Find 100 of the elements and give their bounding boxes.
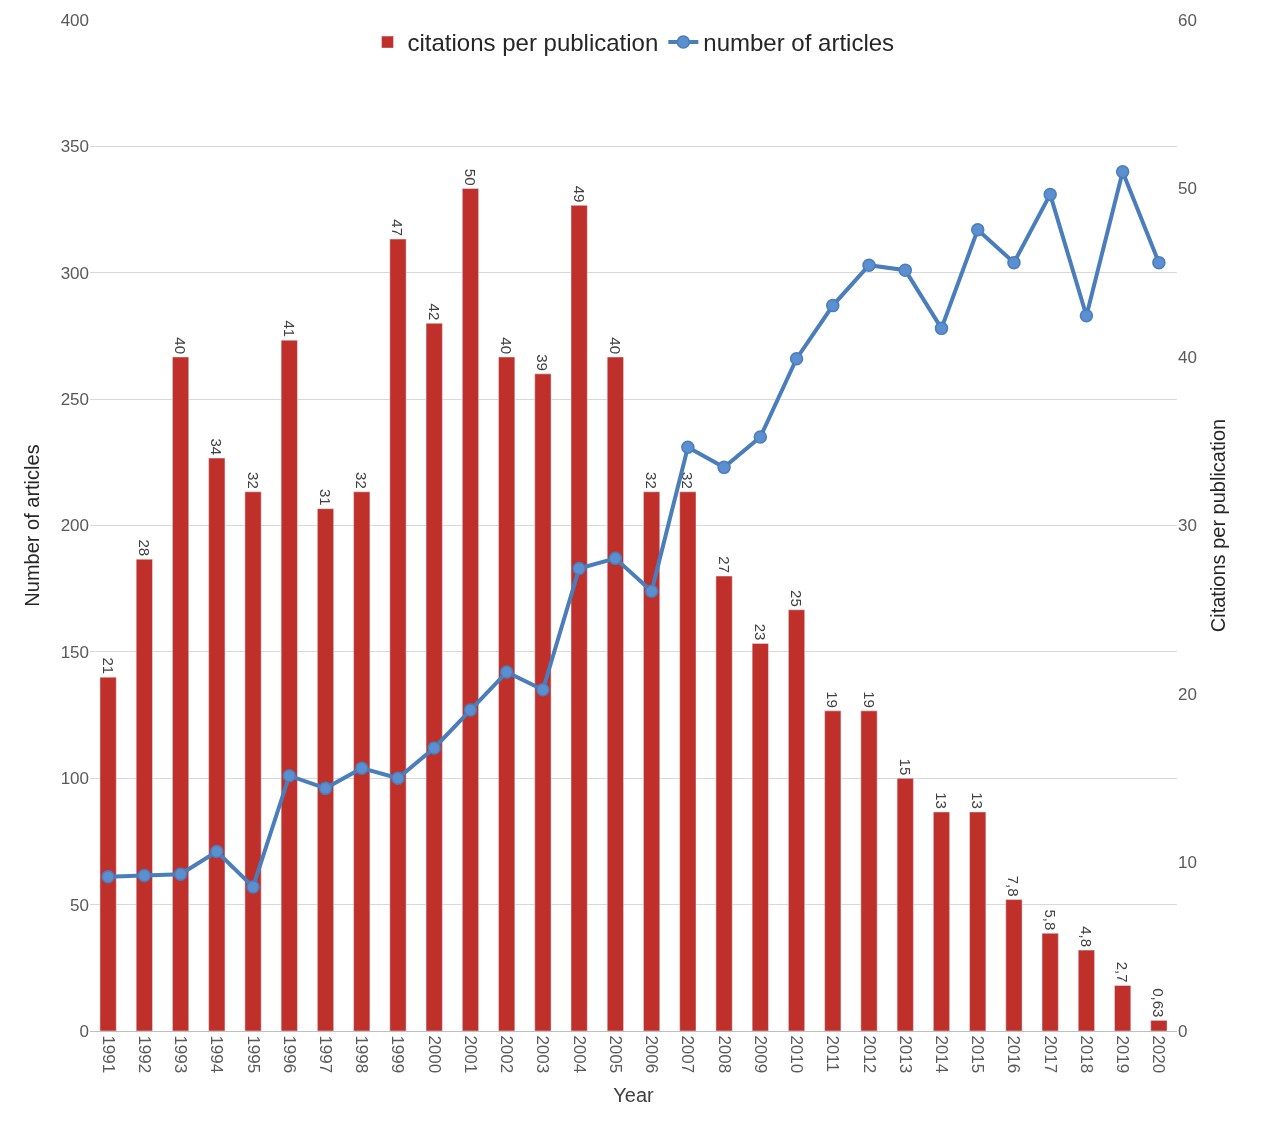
bar (1150, 1020, 1168, 1031)
data-label: 4,8 (1077, 926, 1095, 948)
x-tick-label: 2016 (1004, 1035, 1024, 1074)
bar (280, 339, 298, 1031)
data-label: 7,8 (1005, 875, 1023, 897)
y-axis-title: Number of articles (21, 444, 44, 607)
x-tick-label: 2001 (460, 1035, 480, 1074)
data-label: 15 (896, 758, 914, 776)
bar (933, 811, 950, 1031)
bar (679, 491, 697, 1031)
bar (172, 356, 189, 1031)
data-label: 13 (969, 792, 987, 809)
bar (1114, 985, 1132, 1031)
data-label: 39 (534, 354, 552, 371)
x-tick-label: 1999 (388, 1035, 408, 1074)
data-label: 32 (643, 472, 661, 489)
x-tick-label: 2005 (605, 1035, 625, 1074)
x-tick-label: 2006 (642, 1035, 662, 1074)
y2-tick-label: 40 (1178, 347, 1197, 367)
x-tick-label: 2019 (1113, 1035, 1133, 1074)
y2-axis-title: Citations per publication (1207, 418, 1230, 633)
x-tick-label: 1998 (352, 1035, 372, 1074)
x-tick-label: 2014 (931, 1035, 951, 1074)
bar (1041, 933, 1059, 1031)
bar (715, 575, 733, 1031)
data-label: 47 (389, 219, 407, 237)
x-axis-title: Year (613, 1083, 655, 1106)
bar (788, 609, 805, 1031)
point (499, 665, 514, 679)
y-tick-label: 150 (60, 642, 89, 662)
bar (534, 373, 552, 1031)
bar (317, 508, 334, 1031)
point (681, 440, 695, 454)
data-label: 49 (570, 185, 588, 203)
x-tick-label: 1997 (315, 1035, 335, 1074)
data-label: 25 (788, 590, 806, 607)
x-tick-label: 2010 (787, 1035, 807, 1074)
point (970, 223, 985, 237)
y-tick-label: 250 (60, 390, 89, 410)
legend-label: number of articles (703, 29, 895, 57)
y2-tick-label: 10 (1178, 853, 1197, 873)
point (717, 460, 731, 475)
x-tick-label: 1991 (98, 1035, 118, 1074)
data-label: 34 (208, 438, 226, 456)
data-label: 5,8 (1041, 909, 1059, 931)
x-tick-label: 1994 (207, 1035, 227, 1074)
x-tick-label: 2018 (1076, 1035, 1096, 1074)
point (1152, 255, 1166, 270)
y-tick-label: 400 (60, 10, 89, 30)
data-label: 19 (860, 691, 878, 708)
data-label: 40 (172, 337, 190, 354)
data-label: 28 (135, 539, 153, 557)
x-tick-label: 2015 (968, 1035, 988, 1074)
point (101, 870, 115, 884)
y-tick-label: 50 (70, 895, 89, 915)
bar (462, 188, 479, 1031)
bar (570, 205, 588, 1031)
y2-tick-label: 0 (1178, 1021, 1188, 1041)
bar (969, 811, 987, 1031)
point (826, 298, 840, 313)
y-tick-label: 300 (60, 263, 89, 283)
point (1043, 187, 1057, 202)
bar (498, 356, 516, 1031)
y2-tick-label: 30 (1178, 516, 1197, 536)
point (173, 867, 188, 882)
x-tick-label: 2017 (1040, 1035, 1060, 1074)
bar (751, 643, 769, 1031)
point (572, 561, 586, 576)
bar (208, 457, 226, 1031)
point (1007, 255, 1021, 270)
data-label: 42 (425, 303, 443, 321)
point (463, 703, 478, 717)
data-label: 31 (317, 488, 335, 506)
point (1079, 308, 1094, 323)
bar (1005, 899, 1023, 1031)
data-label: 2,7 (1114, 961, 1132, 983)
data-label: 13 (932, 792, 950, 809)
x-tick-label: 2011 (823, 1035, 843, 1072)
data-label: 50 (461, 168, 479, 186)
x-tick-label: 1993 (171, 1035, 191, 1074)
point (753, 430, 768, 444)
bar (643, 491, 661, 1031)
point (862, 258, 876, 272)
bar (425, 323, 443, 1031)
data-label: 27 (715, 556, 733, 574)
y-tick-label: 350 (60, 137, 89, 157)
bar (896, 778, 914, 1031)
bar (244, 491, 262, 1031)
x-tick-label: 2012 (859, 1035, 879, 1074)
x-tick-label: 2007 (678, 1035, 698, 1074)
y2-tick-label: 20 (1178, 684, 1197, 704)
data-label: 32 (244, 472, 262, 489)
x-tick-label: 2004 (569, 1035, 589, 1074)
point (427, 741, 441, 755)
y-tick-label: 100 (60, 769, 89, 789)
x-tick-label: 1996 (279, 1035, 299, 1074)
point (137, 868, 152, 883)
x-tick-label: 2003 (533, 1035, 553, 1074)
x-tick-label: 2002 (497, 1035, 517, 1074)
y2-tick-label: 60 (1178, 10, 1197, 30)
